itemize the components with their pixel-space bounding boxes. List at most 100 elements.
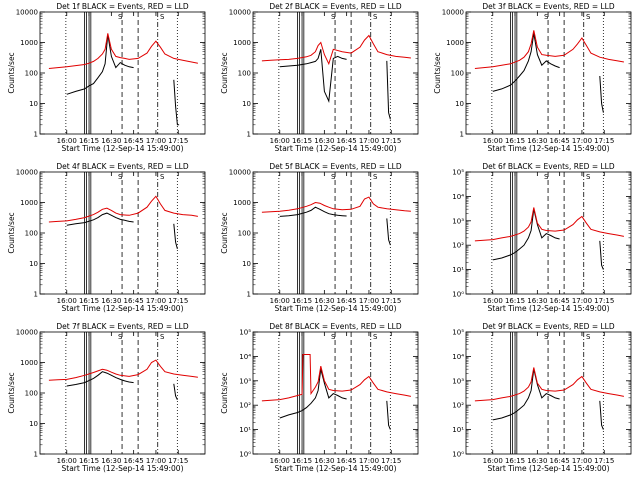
y-tick-label: 10000 <box>229 169 251 177</box>
x-axis-label: Start Time (12-Sep-14 15:49:00) <box>488 144 610 153</box>
x-tick-label: 16:45 <box>124 457 144 465</box>
x-tick-label: 17:15 <box>594 457 614 465</box>
y-axis-label: Counts/sec <box>433 52 442 93</box>
events-series-line <box>492 209 560 261</box>
events-series-line <box>386 400 391 430</box>
y-tick-label: 1 <box>34 451 38 459</box>
saa-marker: S <box>160 13 165 21</box>
y-axis-label: Counts/sec <box>7 52 16 93</box>
x-tick-label: 17:15 <box>594 297 614 305</box>
lld-series-line <box>261 34 411 66</box>
saa-marker: S <box>160 333 165 341</box>
y-tick-label: 10² <box>452 242 464 250</box>
lld-series-line <box>48 33 198 69</box>
x-tick-label: 17:00 <box>146 297 166 305</box>
y-tick-label: 100 <box>25 70 38 78</box>
y-tick-label: 10 <box>29 100 38 108</box>
y-tick-label: 10³ <box>452 377 464 385</box>
y-tick-label: 1 <box>34 131 38 139</box>
y-tick-label: 1000 <box>20 359 38 367</box>
events-series-line <box>492 369 560 421</box>
x-tick-label: 17:15 <box>381 137 401 145</box>
x-tick-label: 17:00 <box>359 297 379 305</box>
plot-frame <box>252 11 419 135</box>
y-axis-label: Counts/sec <box>220 212 229 253</box>
panel-title: Det 2f BLACK = Events, RED = LLD <box>269 2 402 11</box>
y-tick-label: 1 <box>247 291 251 299</box>
x-tick-label: 16:30 <box>527 457 547 465</box>
y-tick-label: 10000 <box>442 9 464 17</box>
saa-marker: S <box>586 173 591 181</box>
saa-marker: S <box>331 333 336 341</box>
y-tick-label: 10¹ <box>239 426 251 434</box>
panel-title: Det 5f BLACK = Events, RED = LLD <box>269 162 402 171</box>
x-axis-label: Start Time (12-Sep-14 15:49:00) <box>275 144 397 153</box>
saa-marker: S <box>331 173 336 181</box>
x-axis-label: Start Time (12-Sep-14 15:49:00) <box>488 464 610 473</box>
saa-marker: S <box>118 13 123 21</box>
x-tick-label: 17:00 <box>146 457 166 465</box>
x-tick-label: 16:30 <box>527 137 547 145</box>
y-axis-label: Counts/sec <box>7 372 16 413</box>
x-tick-label: 16:45 <box>550 457 570 465</box>
x-tick-label: 16:30 <box>101 137 121 145</box>
x-tick-label: 16:45 <box>124 297 144 305</box>
panel-title: Det 4f BLACK = Events, RED = LLD <box>56 162 189 171</box>
x-axis-label: Start Time (12-Sep-14 15:49:00) <box>275 464 397 473</box>
x-tick-label: 16:00 <box>270 457 290 465</box>
x-tick-label: 16:30 <box>314 457 334 465</box>
panel-title: Det 3f BLACK = Events, RED = LLD <box>482 2 615 11</box>
x-tick-label: 16:30 <box>101 297 121 305</box>
lld-series-line <box>474 30 624 69</box>
plot-frame <box>39 331 206 455</box>
x-tick-label: 16:45 <box>550 137 570 145</box>
x-tick-label: 16:15 <box>292 457 312 465</box>
plot-frame <box>252 331 419 455</box>
x-tick-label: 16:30 <box>527 297 547 305</box>
events-series-line <box>599 240 604 270</box>
y-tick-label: 10² <box>239 402 251 410</box>
x-tick-label: 16:00 <box>57 297 77 305</box>
x-tick-label: 16:15 <box>79 137 99 145</box>
x-tick-label: 16:15 <box>505 457 525 465</box>
y-tick-label: 10¹ <box>452 426 464 434</box>
x-axis-label: Start Time (12-Sep-14 15:49:00) <box>62 304 184 313</box>
panel-title: Det 9f BLACK = Events, RED = LLD <box>482 322 615 331</box>
saa-marker: S <box>118 173 123 181</box>
events-series-line <box>492 33 560 92</box>
events-series-line <box>599 75 604 113</box>
saa-marker: S <box>586 13 591 21</box>
x-tick-label: 16:30 <box>101 457 121 465</box>
y-tick-label: 10¹ <box>452 266 464 274</box>
lld-series-line <box>261 196 411 213</box>
y-tick-label: 100 <box>451 70 464 78</box>
x-axis-label: Start Time (12-Sep-14 15:49:00) <box>62 464 184 473</box>
events-series-line <box>279 206 347 217</box>
x-tick-label: 16:15 <box>79 457 99 465</box>
events-series-line <box>386 60 391 120</box>
y-tick-label: 1000 <box>233 39 251 47</box>
plot-frame <box>39 11 206 135</box>
x-tick-label: 16:30 <box>314 297 334 305</box>
saa-marker: S <box>544 13 549 21</box>
y-tick-label: 10000 <box>16 9 38 17</box>
x-tick-label: 17:00 <box>572 457 592 465</box>
y-tick-label: 10⁴ <box>239 353 251 361</box>
x-tick-label: 17:00 <box>572 137 592 145</box>
x-tick-label: 16:15 <box>292 297 312 305</box>
x-tick-label: 16:00 <box>483 297 503 305</box>
y-tick-label: 10⁴ <box>452 193 464 201</box>
x-tick-label: 17:15 <box>168 297 188 305</box>
y-tick-label: 10² <box>452 402 464 410</box>
y-tick-label: 1000 <box>20 39 38 47</box>
y-tick-label: 100 <box>25 230 38 238</box>
lld-series-line <box>474 207 625 242</box>
x-tick-label: 16:30 <box>314 137 334 145</box>
x-tick-label: 16:15 <box>79 297 99 305</box>
y-tick-label: 10000 <box>16 169 38 177</box>
events-series-line <box>173 223 178 250</box>
